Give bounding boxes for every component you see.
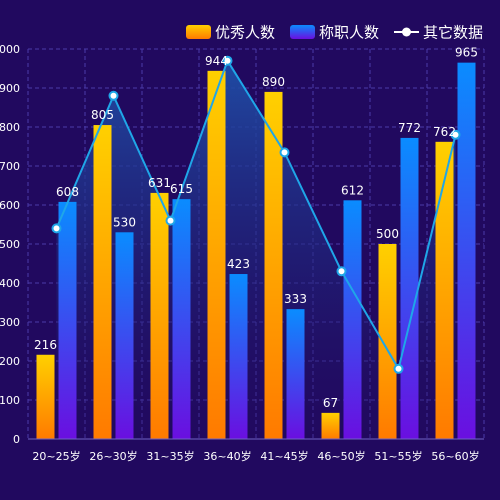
bar-competent[interactable]: [115, 232, 134, 439]
bar-excellent[interactable]: [264, 91, 283, 440]
bar-excellent[interactable]: [435, 141, 454, 439]
y-tick-label: 0: [13, 433, 20, 446]
line-point[interactable]: [165, 215, 176, 226]
x-tick-label: 36~40岁: [203, 449, 251, 463]
bar-competent-label: 530: [113, 215, 136, 229]
bar-competent[interactable]: [229, 274, 248, 439]
legend-item[interactable]: 其它数据: [394, 24, 483, 42]
data-labels: 216 608 805 530 631 615 944 423 890 333 67 612 500 77…: [34, 46, 478, 410]
bar-excellent[interactable]: [321, 412, 340, 439]
line-point[interactable]: [108, 90, 119, 101]
legend-marker: [402, 27, 411, 37]
x-tick-label: 56~60岁: [431, 449, 479, 463]
bar-competent-label: 772: [398, 121, 421, 135]
legend-swatch: [290, 25, 315, 39]
bar-excellent[interactable]: [93, 125, 112, 440]
line-point[interactable]: [450, 129, 461, 140]
legend-swatch: [186, 25, 211, 39]
line-point[interactable]: [336, 266, 347, 277]
bar-excellent-label: 805: [91, 108, 114, 122]
y-tick-label: 300: [0, 316, 20, 329]
y-tick-label: 900: [0, 82, 20, 95]
bar-excellent-label: 944: [205, 54, 228, 68]
x-tick-label: 46~50岁: [317, 449, 365, 463]
bar-competent-label: 612: [341, 183, 364, 197]
legend-label: 称职人数: [319, 24, 379, 42]
axes: 0 100 200 300 400 500 600 700 800 900 1000 20~25岁 26…: [0, 43, 484, 463]
y-tick-label: 800: [0, 121, 20, 134]
y-tick-label: 600: [0, 199, 20, 212]
bar-excellent-label: 67: [323, 396, 338, 410]
legend-item[interactable]: 优秀人数: [186, 24, 275, 42]
bar-competent[interactable]: [457, 62, 476, 440]
x-tick-label: 26~30岁: [89, 449, 137, 463]
line-series: [51, 55, 461, 374]
bar-competent[interactable]: [400, 137, 419, 440]
y-tick-label: 100: [0, 394, 20, 407]
bar-competent[interactable]: [172, 199, 191, 439]
bars: [36, 62, 476, 440]
bar-competent-label: 333: [284, 292, 307, 306]
bar-competent-label: 608: [56, 185, 79, 199]
x-tick-label: 31~35岁: [146, 449, 194, 463]
line-point[interactable]: [222, 55, 233, 66]
legend-label: 其它数据: [423, 24, 483, 42]
x-tick-label: 41~45岁: [260, 449, 308, 463]
bar-excellent-label: 762: [433, 125, 456, 139]
y-tick-label: 400: [0, 277, 20, 290]
bar-competent[interactable]: [343, 200, 362, 439]
bar-excellent-label: 500: [376, 227, 399, 241]
legend-label: 优秀人数: [215, 24, 275, 42]
legend-item[interactable]: 称职人数: [290, 24, 379, 42]
bar-excellent-label: 216: [34, 338, 57, 352]
bar-excellent[interactable]: [378, 244, 397, 439]
bar-excellent[interactable]: [207, 70, 226, 439]
y-tick-label: 500: [0, 238, 20, 251]
line-other-data: [55, 58, 457, 372]
bar-excellent[interactable]: [36, 354, 55, 439]
bar-competent[interactable]: [286, 309, 305, 439]
bar-competent-label: 615: [170, 182, 193, 196]
bar-competent[interactable]: [58, 201, 77, 439]
line-point[interactable]: [279, 147, 290, 158]
y-tick-label: 200: [0, 355, 20, 368]
line-point[interactable]: [51, 223, 62, 234]
bar-excellent-label: 890: [262, 75, 285, 89]
x-tick-label: 20~25岁: [32, 449, 80, 463]
bar-competent-label: 965: [455, 46, 478, 60]
bar-excellent[interactable]: [150, 192, 169, 439]
legend: 优秀人数 称职人数 其它数据: [186, 24, 483, 42]
x-tick-label: 51~55岁: [374, 449, 422, 463]
bar-competent-label: 423: [227, 257, 250, 271]
line-point[interactable]: [393, 363, 404, 374]
bar-excellent-label: 631: [148, 176, 171, 190]
y-tick-label: 700: [0, 160, 20, 173]
y-tick-label: 1000: [0, 43, 20, 56]
